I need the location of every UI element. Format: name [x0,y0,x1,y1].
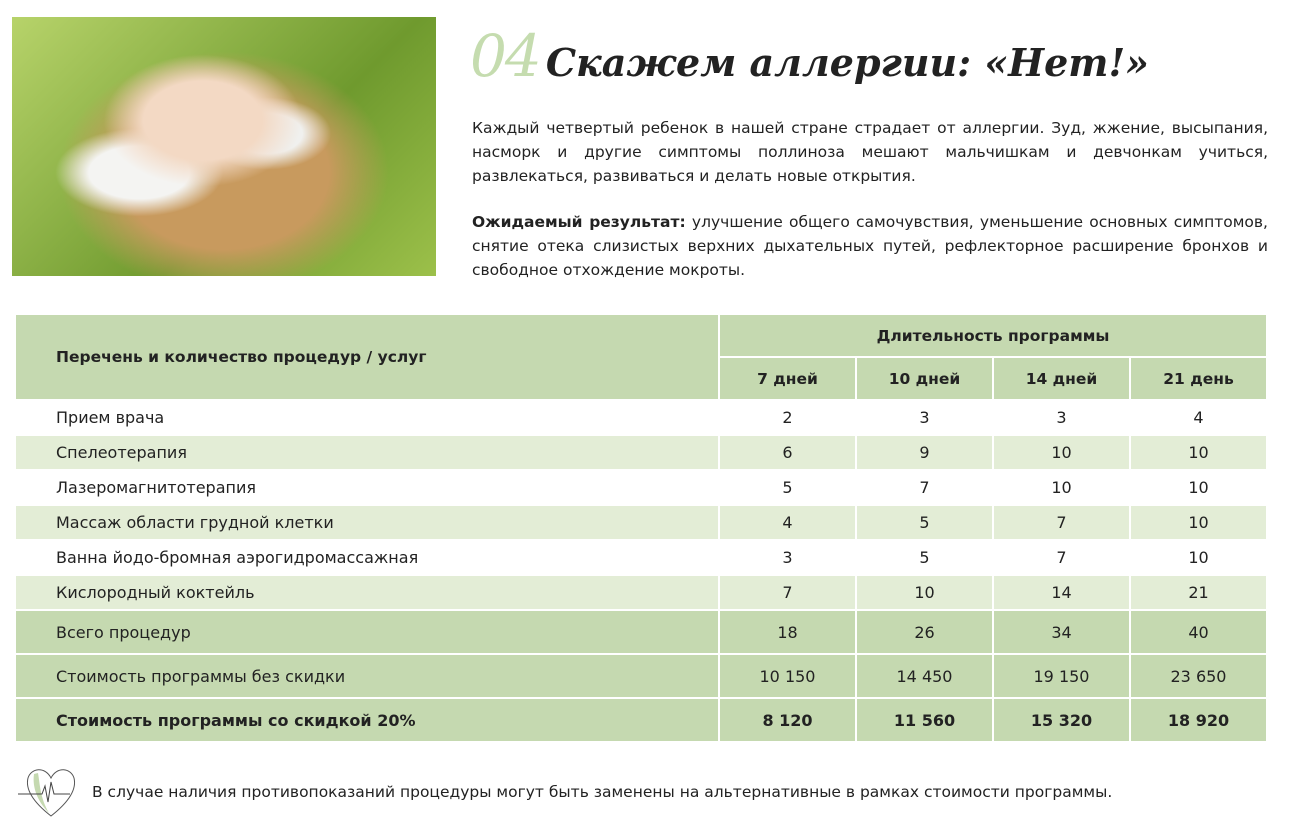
row-value: 15 320 [992,697,1131,743]
section-number: 04 [470,22,542,90]
row-value: 6 [718,434,857,471]
row-value: 5 [855,504,994,541]
row-value: 7 [718,574,857,611]
program-table: Перечень и количество процедур / услуг Д… [14,313,1268,743]
result-body: улучшение общего самочувствия, уменьшени… [472,213,1268,279]
table-row: Ванна йодо-бромная аэрогидромассажная 3 5 7… [14,539,1268,576]
table-row: Спелеотерапия 6 9 10 10 [14,434,1268,471]
intro-text: Каждый четвертый ребенок в нашей стране … [472,119,1268,185]
row-value: 4 [718,504,857,541]
row-value: 18 920 [1129,697,1268,743]
result-text: Ожидаемый результат: улучшение общего са… [472,210,1268,282]
row-value: 14 [992,574,1131,611]
table-row: Прием врача 2 3 3 4 [14,399,1268,436]
row-value: 3 [855,399,994,436]
row-value: 2 [718,399,857,436]
row-value: 10 150 [718,653,857,699]
duration-7: 7 дней [718,356,857,401]
row-value: 26 [855,609,994,655]
row-value: 21 [1129,574,1268,611]
row-value: 23 650 [1129,653,1268,699]
table-row: Стоимость программы без скидки 10 150 14 4… [14,653,1268,699]
row-value: 5 [718,469,857,506]
row-value: 8 120 [718,697,857,743]
row-label: Спелеотерапия [14,434,720,471]
duration-10: 10 дней [855,356,994,401]
duration-14: 14 дней [992,356,1131,401]
row-label: Массаж области грудной клетки [14,504,720,541]
row-value: 10 [1129,504,1268,541]
result-label: Ожидаемый результат: [472,213,686,231]
duration-header: Длительность программы [718,313,1268,358]
table-row: Лазеромагнитотерапия 5 7 10 10 [14,469,1268,506]
heart-pulse-icon [18,769,76,817]
services-header: Перечень и количество процедур / услуг [14,313,720,401]
row-label: Всего процедур [14,609,720,655]
row-value: 4 [1129,399,1268,436]
table-row: Стоимость программы со скидкой 20% 8 120 1… [14,697,1268,743]
row-value: 18 [718,609,857,655]
table-row: Массаж области грудной клетки 4 5 7 10 [14,504,1268,541]
girl-with-kittens-photo [12,17,436,276]
row-label: Ванна йодо-бромная аэрогидромассажная [14,539,720,576]
row-value: 10 [1129,469,1268,506]
row-label: Кислородный коктейль [14,574,720,611]
row-value: 9 [855,434,994,471]
row-value: 10 [992,434,1131,471]
row-value: 7 [992,504,1131,541]
table-row: Кислородный коктейль 7 10 14 21 [14,574,1268,611]
row-label: Прием врача [14,399,720,436]
row-label: Стоимость программы без скидки [14,653,720,699]
row-value: 3 [992,399,1131,436]
row-value: 7 [992,539,1131,576]
row-value: 5 [855,539,994,576]
row-value: 11 560 [855,697,994,743]
row-value: 14 450 [855,653,994,699]
row-value: 40 [1129,609,1268,655]
row-value: 10 [992,469,1131,506]
row-label: Лазеромагнитотерапия [14,469,720,506]
duration-21: 21 день [1129,356,1268,401]
row-value: 7 [855,469,994,506]
section-title: Скажем аллергии: «Нет!» [545,40,1149,85]
page-title: 04 Скажем аллергии: «Нет!» [470,22,1149,90]
row-value: 10 [1129,434,1268,471]
row-label: Стоимость программы со скидкой 20% [14,697,720,743]
row-value: 34 [992,609,1131,655]
row-value: 10 [855,574,994,611]
row-value: 19 150 [992,653,1131,699]
table-row: Всего процедур 18 26 34 40 [14,609,1268,655]
footnote: В случае наличия противопоказаний процед… [18,764,1112,820]
row-value: 10 [1129,539,1268,576]
footnote-text: В случае наличия противопоказаний процед… [92,783,1113,801]
row-value: 3 [718,539,857,576]
